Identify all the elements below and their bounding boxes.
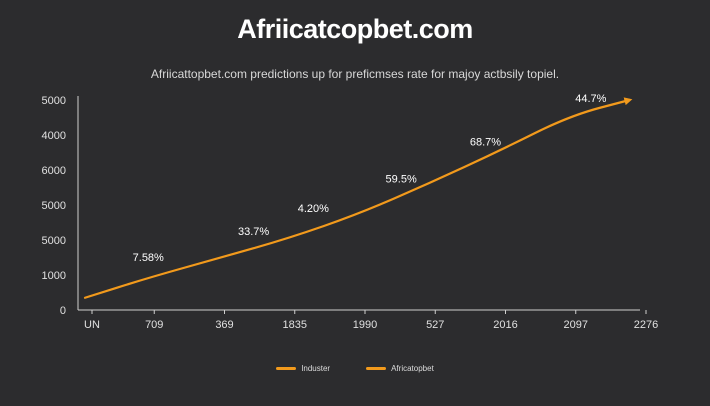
y-tick-label: 5000 (42, 235, 66, 247)
y-tick-label: 0 (60, 305, 66, 317)
y-tick-label: 6000 (42, 165, 66, 177)
chart-title: Afriicatcopbet.com (237, 14, 473, 44)
y-tick-label: 4000 (42, 130, 66, 142)
x-tick-label: 369 (215, 319, 233, 331)
y-axis-ticks: 0 1000 5000 5000 6000 4000 5000 (42, 95, 66, 317)
data-label: 59.5% (386, 173, 417, 185)
data-label: 7.58% (133, 252, 164, 264)
legend-swatch-1 (366, 367, 387, 370)
data-label: 33.7% (238, 226, 269, 238)
x-tick-label: 527 (426, 319, 444, 331)
x-tick-label: 2016 (493, 319, 517, 331)
legend-item-0: Induster (276, 364, 330, 373)
y-tick-label: 1000 (42, 270, 66, 282)
y-tick-label: 5000 (42, 200, 66, 212)
axes (77, 96, 640, 311)
legend: Induster Africatopbet (0, 364, 710, 373)
series-line-0 (83, 97, 633, 299)
x-tick-label: 1990 (353, 319, 377, 331)
x-axis-ticks: UN 709 369 1835 1990 527 2016 2097 2276 (84, 310, 658, 331)
series-layer (83, 97, 633, 299)
data-label: 68.7% (470, 137, 501, 149)
legend-label-0: Induster (301, 364, 331, 373)
legend-swatch-0 (276, 367, 297, 370)
y-tick-label: 5000 (42, 95, 66, 107)
x-tick-label: 2097 (564, 319, 588, 331)
data-label: 44.7% (575, 93, 606, 105)
chart-subtitle: Afriicattopbet.com predictions up for pr… (150, 67, 560, 81)
legend-label-1: Africatopbet (391, 364, 434, 373)
legend-item-1: Africatopbet (366, 364, 434, 373)
annotations-layer: 7.58% 33.7% 4.20% 59.5% 68.7% 44.7% (133, 93, 607, 264)
x-tick-label: UN (84, 319, 100, 331)
x-tick-label: 1835 (283, 319, 307, 331)
x-tick-label: 709 (145, 319, 163, 331)
data-label: 4.20% (298, 203, 329, 215)
x-tick-label: 2276 (634, 319, 658, 331)
